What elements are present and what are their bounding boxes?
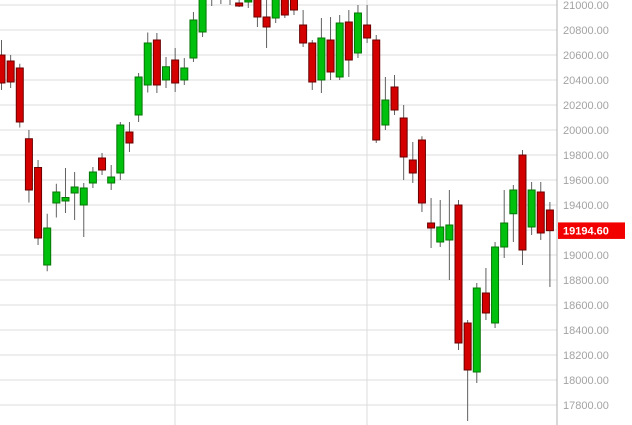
candle-up [70,186,79,194]
candle-down [152,39,161,86]
current-price-label: 19194.60 [563,226,609,238]
candle-up [61,197,70,202]
candle-up [317,37,326,81]
candle-up [500,222,509,248]
current-price-tag [558,222,625,239]
candle-down [545,209,554,232]
candle-down [253,0,262,18]
candle-down [427,222,436,229]
y-axis-label: 18200.00 [563,350,609,362]
candle-down [15,67,24,123]
candle-up [162,66,171,81]
candle-down [262,16,271,28]
candle-down [390,86,399,111]
candle-down [481,292,490,314]
y-axis-label: 17800.00 [563,400,609,412]
y-axis-label: 20200.00 [563,100,609,112]
candle-down [344,21,353,61]
candle-down [518,154,527,251]
y-axis-label: 18000.00 [563,375,609,387]
candle-up [509,189,518,215]
candle-down [408,159,417,174]
candle-down [299,24,308,44]
candle-up [88,171,97,184]
candle-up [527,189,536,228]
y-axis-label: 19800.00 [563,150,609,162]
candle-down [363,24,372,39]
candle-up [134,76,143,116]
candle-down [308,42,317,83]
y-axis-label: 21000.00 [563,0,609,12]
candle-down [235,2,244,7]
y-axis-label: 18400.00 [563,325,609,337]
candle-up [79,187,88,206]
candle-up [244,0,253,3]
candle-down [454,204,463,344]
candle-down [98,157,107,171]
y-axis-label: 18600.00 [563,300,609,312]
candle-up [116,124,125,174]
y-axis-label: 20400.00 [563,75,609,87]
y-axis-label: 19000.00 [563,250,609,262]
y-axis-label: 18800.00 [563,275,609,287]
candle-up [43,227,52,266]
candle-down [171,59,180,84]
candle-up [491,246,500,324]
candle-up [143,42,152,86]
candle-down [536,191,545,234]
y-axis-label: 20600.00 [563,50,609,62]
y-axis-label: 19600.00 [563,175,609,187]
candle-down [372,39,381,141]
candle-down [125,131,134,144]
candle-up [436,226,445,243]
candle-up [180,67,189,81]
candle-down [463,322,472,371]
candle-up [381,99,390,126]
candle-up [189,19,198,59]
candle-up [353,12,362,54]
candle-up [271,0,280,19]
candle-down [289,0,298,11]
candle-down [24,138,33,191]
candle-up [198,0,207,33]
candle-up [472,287,481,373]
candle-down [417,139,426,204]
candle-up [107,176,116,184]
candle-up [445,224,454,241]
candle-down [6,60,15,83]
y-axis-label: 20000.00 [563,125,609,137]
candle-down [34,167,43,239]
y-axis-label: 20800.00 [563,25,609,37]
candle-down [280,0,289,16]
candle-down [0,54,6,84]
candle-down [326,39,335,73]
candle-down [399,117,408,158]
y-axis-label: 19400.00 [563,200,609,212]
candle-up [335,22,344,78]
candle-up [52,191,61,204]
